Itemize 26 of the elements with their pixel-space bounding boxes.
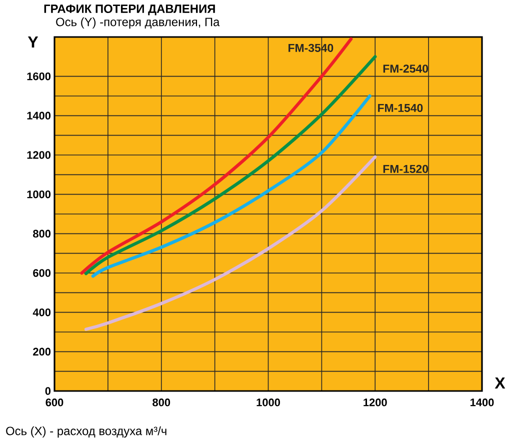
y-tick-label: 400 xyxy=(32,308,51,316)
line-series xyxy=(84,55,377,276)
x-tick-label: 1000 xyxy=(256,398,280,406)
y-tick-label: 1400 xyxy=(27,112,51,120)
x-tick-label: 600 xyxy=(46,398,64,406)
x-tick-label: 800 xyxy=(152,398,170,406)
y-axis-title: Ось (Y) -потеря давления, Па xyxy=(56,17,220,29)
y-tick-label: 1000 xyxy=(27,190,51,198)
y-tick-label: 1200 xyxy=(27,151,51,159)
text: X xyxy=(494,378,506,388)
series-label: FM-2540 xyxy=(383,64,428,73)
line-series xyxy=(80,37,353,275)
x-tick-label: 1400 xyxy=(470,398,494,406)
y-tick-label: 600 xyxy=(33,269,51,277)
series-label: FM-1520 xyxy=(383,164,428,173)
line-series xyxy=(91,94,372,278)
x-tick-label: 1200 xyxy=(364,398,387,406)
series-label: FM-1540 xyxy=(378,104,423,112)
line-series xyxy=(84,155,377,331)
y-tick-label: 0 xyxy=(45,387,51,395)
text: Y xyxy=(28,36,38,48)
x-axis-title: Ось (X) - расход воздуха м³/ч xyxy=(6,426,166,438)
y-tick-label: 1600 xyxy=(27,72,51,80)
chart-title: ГРАФИК ПОТЕРИ ДАВЛЕНИЯ xyxy=(44,4,215,16)
y-tick-label: 200 xyxy=(33,348,51,356)
y-tick-label: 800 xyxy=(33,230,51,238)
